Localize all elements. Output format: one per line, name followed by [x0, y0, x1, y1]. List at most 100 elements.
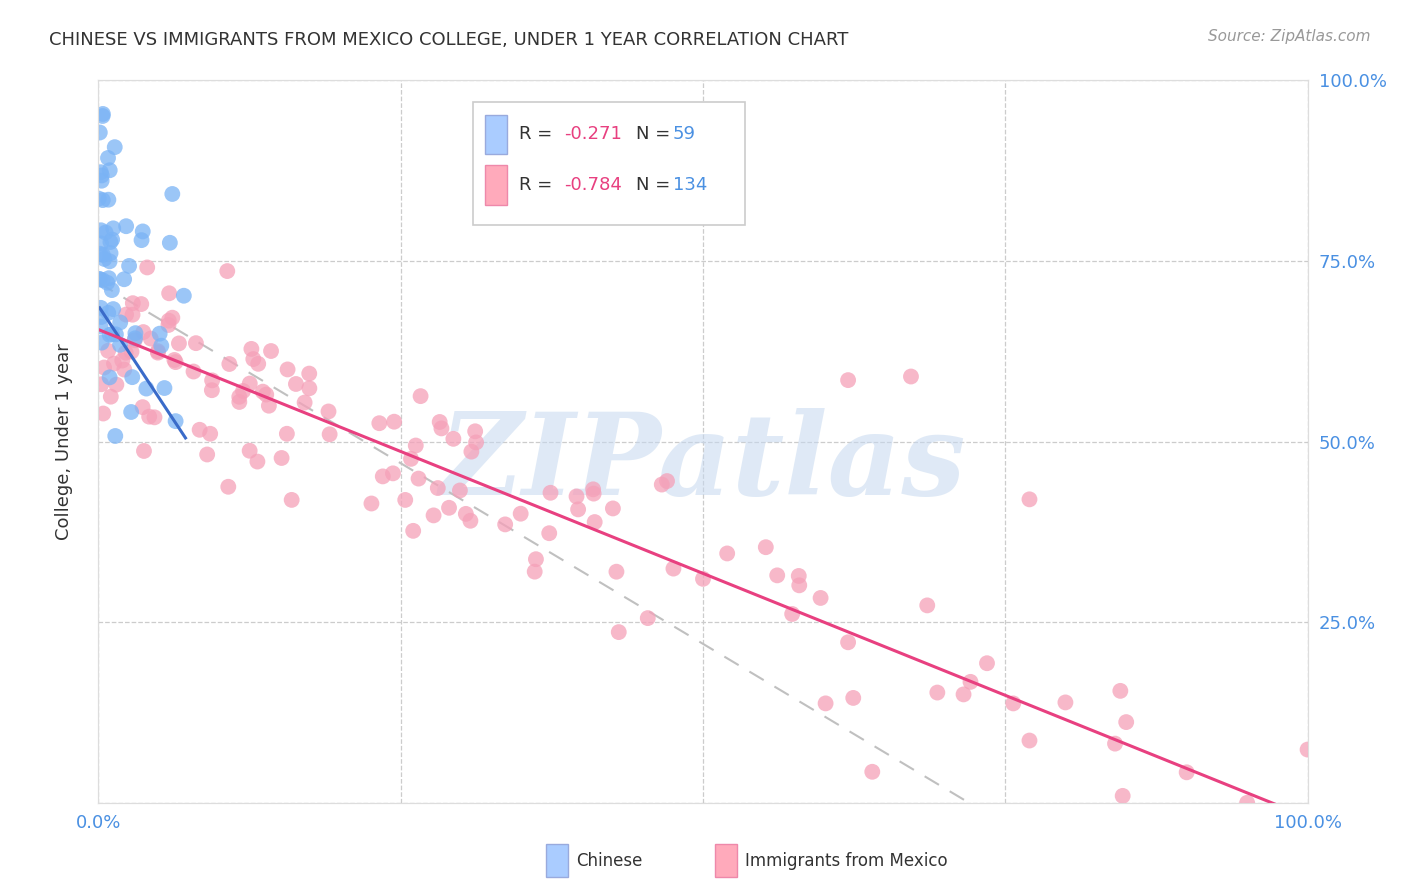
Point	[165, 355, 187, 369]
Point	[810, 591, 832, 605]
Point	[1104, 737, 1126, 751]
Point	[217, 480, 239, 494]
Point	[183, 365, 205, 379]
Point	[139, 332, 162, 346]
Point	[89, 246, 111, 260]
Point	[115, 308, 138, 322]
Point	[184, 336, 207, 351]
Point	[662, 561, 685, 575]
Point	[89, 319, 111, 334]
Point	[441, 432, 464, 446]
Point	[91, 109, 114, 123]
Point	[509, 507, 531, 521]
Text: R =: R =	[519, 126, 558, 144]
Point	[464, 425, 486, 439]
Text: CHINESE VS IMMIGRANTS FROM MEXICO COLLEGE, UNDER 1 YEAR CORRELATION CHART: CHINESE VS IMMIGRANTS FROM MEXICO COLLEG…	[49, 31, 849, 49]
Point	[239, 376, 262, 391]
Point	[100, 390, 122, 404]
Point	[138, 409, 160, 424]
Point	[605, 565, 627, 579]
Point	[162, 186, 184, 201]
Point	[780, 607, 803, 621]
Point	[565, 490, 588, 504]
Text: R =: R =	[519, 176, 558, 194]
Point	[121, 296, 143, 310]
Point	[201, 383, 224, 397]
Point	[402, 524, 425, 538]
Point	[89, 126, 111, 140]
Point	[692, 572, 714, 586]
Text: 134: 134	[672, 176, 707, 194]
Point	[1054, 695, 1077, 709]
Point	[655, 474, 678, 488]
Point	[93, 252, 115, 266]
Point	[124, 331, 146, 345]
Point	[90, 335, 112, 350]
Point	[90, 236, 112, 251]
Point	[162, 310, 184, 325]
Point	[124, 333, 146, 347]
Point	[97, 271, 120, 285]
Point	[103, 302, 125, 317]
Point	[465, 435, 488, 450]
Point	[602, 501, 624, 516]
Text: N =: N =	[637, 126, 676, 144]
Point	[149, 326, 172, 341]
Point	[409, 389, 432, 403]
Point	[280, 492, 302, 507]
Text: -0.784: -0.784	[564, 176, 621, 194]
Point	[298, 367, 321, 381]
Point	[87, 192, 110, 206]
Point	[1018, 733, 1040, 747]
Point	[104, 327, 127, 342]
Point	[959, 674, 981, 689]
Point	[89, 272, 111, 286]
Point	[408, 472, 430, 486]
Point	[121, 344, 143, 359]
Point	[101, 283, 124, 297]
Point	[449, 483, 471, 498]
Point	[167, 336, 190, 351]
Text: Immigrants from Mexico: Immigrants from Mexico	[745, 852, 948, 870]
Point	[371, 469, 394, 483]
Point	[1115, 715, 1137, 730]
Point	[607, 625, 630, 640]
FancyBboxPatch shape	[546, 845, 568, 877]
Point	[89, 272, 111, 286]
Point	[246, 454, 269, 468]
Point	[97, 193, 120, 207]
Point	[382, 415, 405, 429]
Point	[96, 276, 118, 290]
Point	[294, 395, 316, 409]
Point	[394, 492, 416, 507]
Point	[460, 514, 482, 528]
Point	[90, 223, 112, 237]
Point	[540, 485, 562, 500]
Point	[247, 357, 270, 371]
Point	[157, 286, 180, 301]
Point	[637, 611, 659, 625]
Point	[239, 443, 262, 458]
Point	[755, 540, 778, 554]
Point	[381, 467, 404, 481]
Point	[100, 246, 122, 260]
Point	[90, 310, 112, 324]
Point	[100, 235, 122, 249]
Point	[111, 353, 134, 368]
Point	[276, 426, 298, 441]
Point	[146, 344, 169, 359]
Point	[108, 315, 131, 329]
FancyBboxPatch shape	[474, 102, 745, 225]
Point	[131, 400, 153, 414]
Point	[787, 578, 810, 592]
Point	[217, 264, 239, 278]
Point	[150, 339, 173, 353]
Point	[422, 508, 444, 523]
Point	[900, 369, 922, 384]
Point	[1018, 492, 1040, 507]
Point	[260, 344, 283, 359]
Point	[132, 444, 155, 458]
Text: Chinese: Chinese	[576, 852, 643, 870]
Point	[132, 325, 155, 339]
Point	[103, 357, 125, 371]
